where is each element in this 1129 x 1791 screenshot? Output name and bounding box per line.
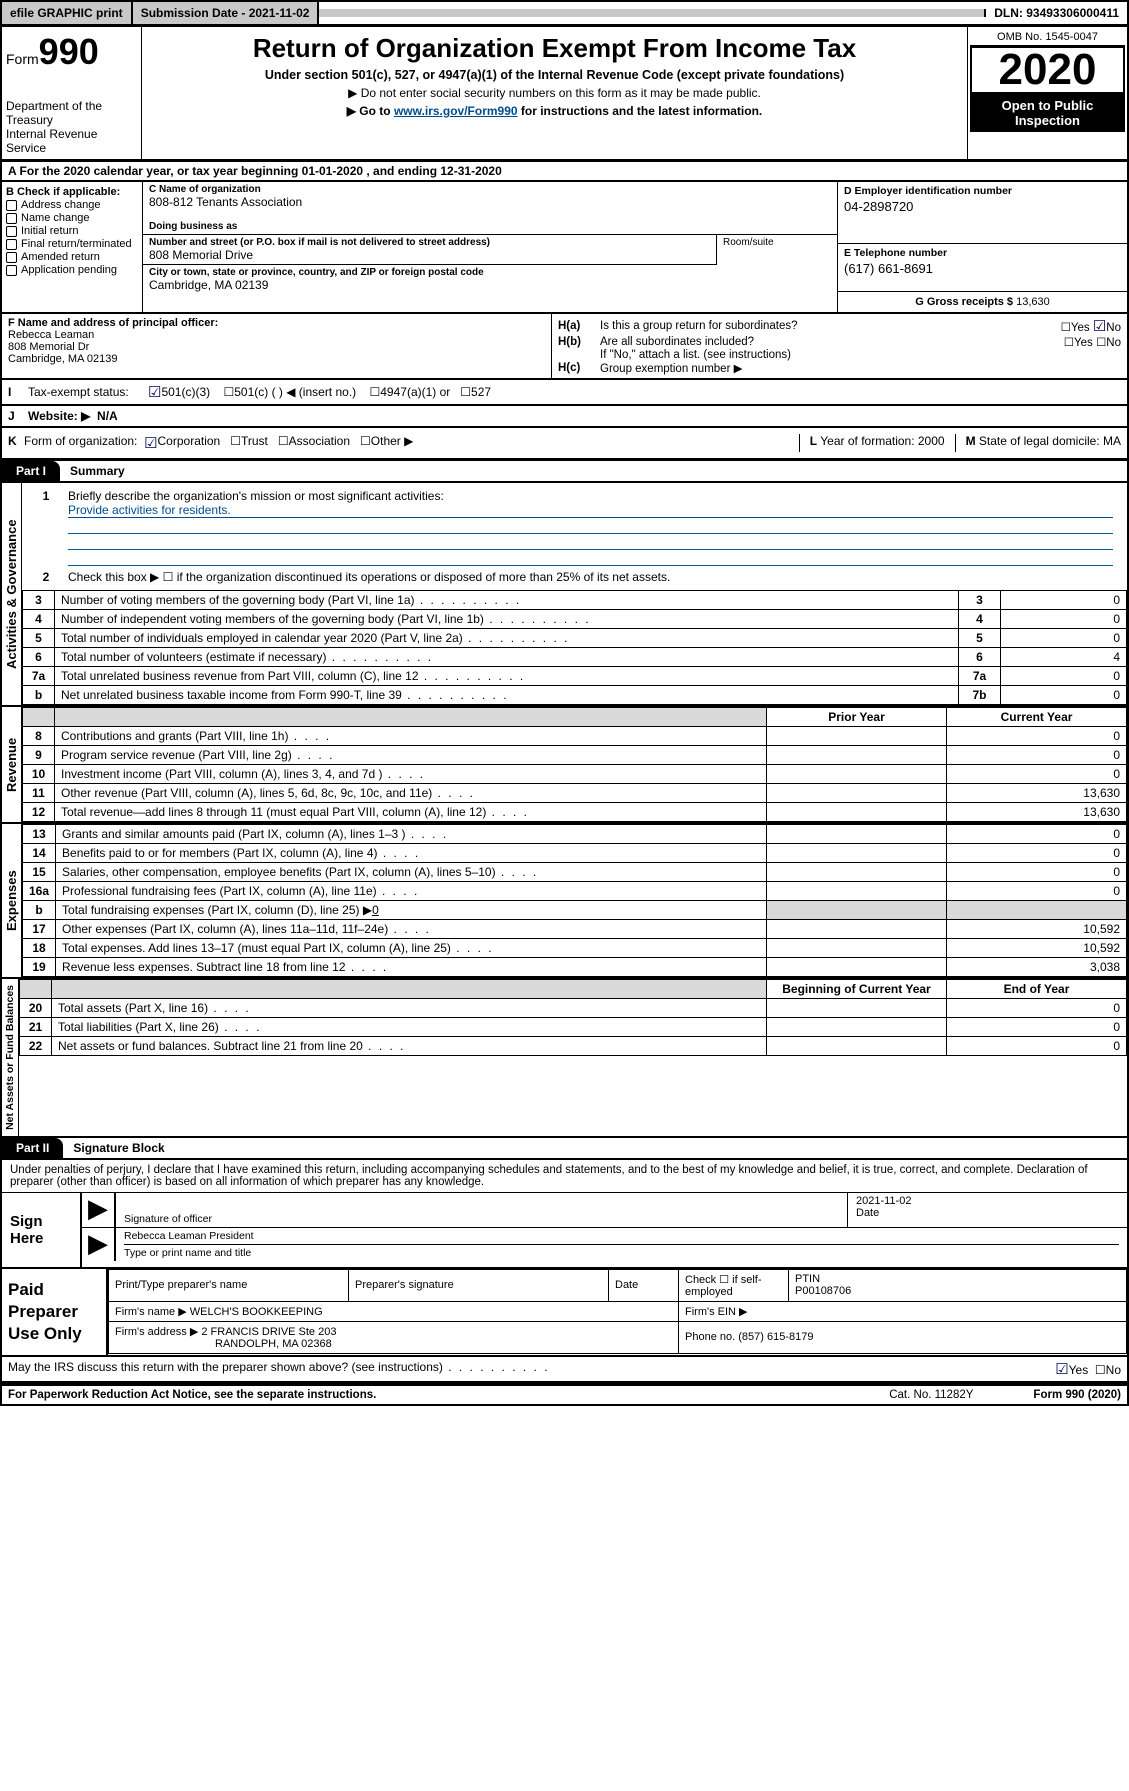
- discuss-yes-no[interactable]: ☑Yes ☐No: [1055, 1360, 1121, 1378]
- form-number: Form990: [6, 31, 137, 73]
- org-name-label: C Name of organization: [149, 184, 831, 195]
- revenue-section: Revenue Prior Year Current Year 8Contrib…: [0, 707, 1129, 824]
- footer-row: For Paperwork Reduction Act Notice, see …: [0, 1383, 1129, 1406]
- officer-street: 808 Memorial Dr: [8, 341, 89, 353]
- firm-phone: (857) 615-8179: [738, 1331, 813, 1343]
- paid-preparer-block: Paid Preparer Use Only Print/Type prepar…: [0, 1269, 1129, 1357]
- ssn-warning: ▶ Do not enter social security numbers o…: [150, 86, 959, 100]
- website-row: J Website: ▶ N/A: [0, 406, 1129, 428]
- governance-side-label: Activities & Governance: [2, 483, 22, 705]
- firm-address-1: 2 FRANCIS DRIVE Ste 203: [201, 1326, 336, 1338]
- perjury-statement: Under penalties of perjury, I declare th…: [2, 1160, 1127, 1192]
- street-address: 808 Memorial Drive: [149, 248, 710, 262]
- mission-label: Briefly describe the organization's miss…: [68, 489, 444, 503]
- city-state-zip: Cambridge, MA 02139: [149, 278, 831, 292]
- firm-address-2: RANDOLPH, MA 02368: [115, 1338, 332, 1350]
- room-suite-label: Room/suite: [717, 235, 837, 265]
- officer-city: Cambridge, MA 02139: [8, 353, 117, 365]
- irs-discuss-row: May the IRS discuss this return with the…: [0, 1357, 1129, 1383]
- firm-ein-label: Firm's EIN ▶: [679, 1301, 1127, 1321]
- instructions-link-row: ▶ Go to www.irs.gov/Form990 for instruct…: [150, 104, 959, 118]
- paid-preparer-label: Paid Preparer Use Only: [2, 1269, 108, 1355]
- governance-section: Activities & Governance 1 Briefly descri…: [0, 483, 1129, 707]
- org-name: 808-812 Tenants Association: [149, 195, 831, 209]
- entity-info-block: B Check if applicable: Address change Na…: [0, 182, 1129, 314]
- instructions-link[interactable]: www.irs.gov/Form990: [394, 104, 518, 118]
- sig-date: 2021-11-02: [856, 1195, 911, 1207]
- phone-label: E Telephone number: [844, 247, 1121, 259]
- top-bar: efile GRAPHIC print Submission Date - 20…: [0, 0, 1129, 27]
- gross-receipts-value: 13,630: [1016, 296, 1050, 308]
- ein-label: D Employer identification number: [844, 185, 1121, 197]
- department-label: Department of the Treasury Internal Reve…: [6, 99, 137, 155]
- sign-here-label: Sign Here: [2, 1193, 82, 1267]
- net-assets-section: Net Assets or Fund Balances Beginning of…: [0, 979, 1129, 1138]
- type-name-label: Type or print name and title: [124, 1247, 251, 1259]
- submission-date: Submission Date - 2021-11-02: [133, 2, 320, 24]
- ein-value: 04-2898720: [844, 199, 1121, 214]
- ptin-value: P00108706: [795, 1285, 851, 1297]
- paperwork-notice: For Paperwork Reduction Act Notice, see …: [8, 1389, 376, 1401]
- line-2-discontinued: Check this box ▶ ☐ if the organization d…: [62, 568, 1119, 586]
- signature-block: Under penalties of perjury, I declare th…: [0, 1160, 1129, 1269]
- street-label: Number and street (or P.O. box if mail i…: [149, 237, 710, 248]
- revenue-side-label: Revenue: [2, 707, 22, 822]
- signature-arrow-icon: ▶: [82, 1193, 116, 1227]
- form-header: Form990 Department of the Treasury Inter…: [0, 27, 1129, 162]
- form-reference: Form 990 (2020): [1033, 1389, 1121, 1401]
- mission-text: Provide activities for residents.: [68, 503, 1113, 518]
- catalog-number: Cat. No. 11282Y: [889, 1389, 973, 1401]
- part-1-header: Part I Summary: [0, 461, 1129, 483]
- efile-print-button[interactable]: efile GRAPHIC print: [2, 2, 133, 24]
- line-a-tax-year: A For the 2020 calendar year, or tax yea…: [0, 162, 1129, 182]
- ha-yes-no[interactable]: ☐Yes ☑No: [1061, 317, 1121, 335]
- form-title: Return of Organization Exempt From Incom…: [150, 33, 959, 64]
- form-of-org-row: K Form of organization: ☑ Corporation ☐ …: [0, 428, 1129, 461]
- tax-year: 2020: [970, 46, 1125, 94]
- omb-number: OMB No. 1545-0047: [970, 29, 1125, 46]
- expenses-section: Expenses 13Grants and similar amounts pa…: [0, 824, 1129, 979]
- sig-officer-label: Signature of officer: [124, 1213, 212, 1225]
- sig-date-label: Date: [856, 1207, 879, 1219]
- expenses-side-label: Expenses: [2, 824, 22, 977]
- officer-row: F Name and address of principal officer:…: [0, 314, 1129, 380]
- officer-label: F Name and address of principal officer:: [8, 317, 218, 329]
- hb-note: If "No," attach a list. (see instruction…: [558, 349, 1121, 361]
- officer-name: Rebecca Leaman: [8, 329, 94, 341]
- officer-signed-name: Rebecca Leaman President: [124, 1230, 1119, 1245]
- gross-receipts-label: G Gross receipts $: [915, 296, 1013, 308]
- open-to-public-badge: Open to PublicInspection: [970, 94, 1125, 132]
- website-value: N/A: [97, 409, 118, 423]
- net-assets-side-label: Net Assets or Fund Balances: [2, 979, 19, 1136]
- firm-name: WELCH'S BOOKKEEPING: [190, 1306, 323, 1318]
- dba-label: Doing business as: [149, 221, 831, 232]
- hb-yes-no[interactable]: ☐Yes ☐No: [1064, 335, 1121, 349]
- dln-number: DLN: 93493306000411: [986, 2, 1127, 24]
- part-2-header: Part II Signature Block: [0, 1138, 1129, 1160]
- name-arrow-icon: ▶: [82, 1228, 116, 1261]
- tax-exempt-status-row: I Tax-exempt status: ☑ 501(c)(3) ☐ 501(c…: [0, 380, 1129, 406]
- box-b-checkboxes: B Check if applicable: Address change Na…: [2, 182, 142, 312]
- form-subtitle: Under section 501(c), 527, or 4947(a)(1)…: [150, 68, 959, 82]
- city-label: City or town, state or province, country…: [149, 267, 831, 278]
- phone-value: (617) 661-8691: [844, 261, 1121, 276]
